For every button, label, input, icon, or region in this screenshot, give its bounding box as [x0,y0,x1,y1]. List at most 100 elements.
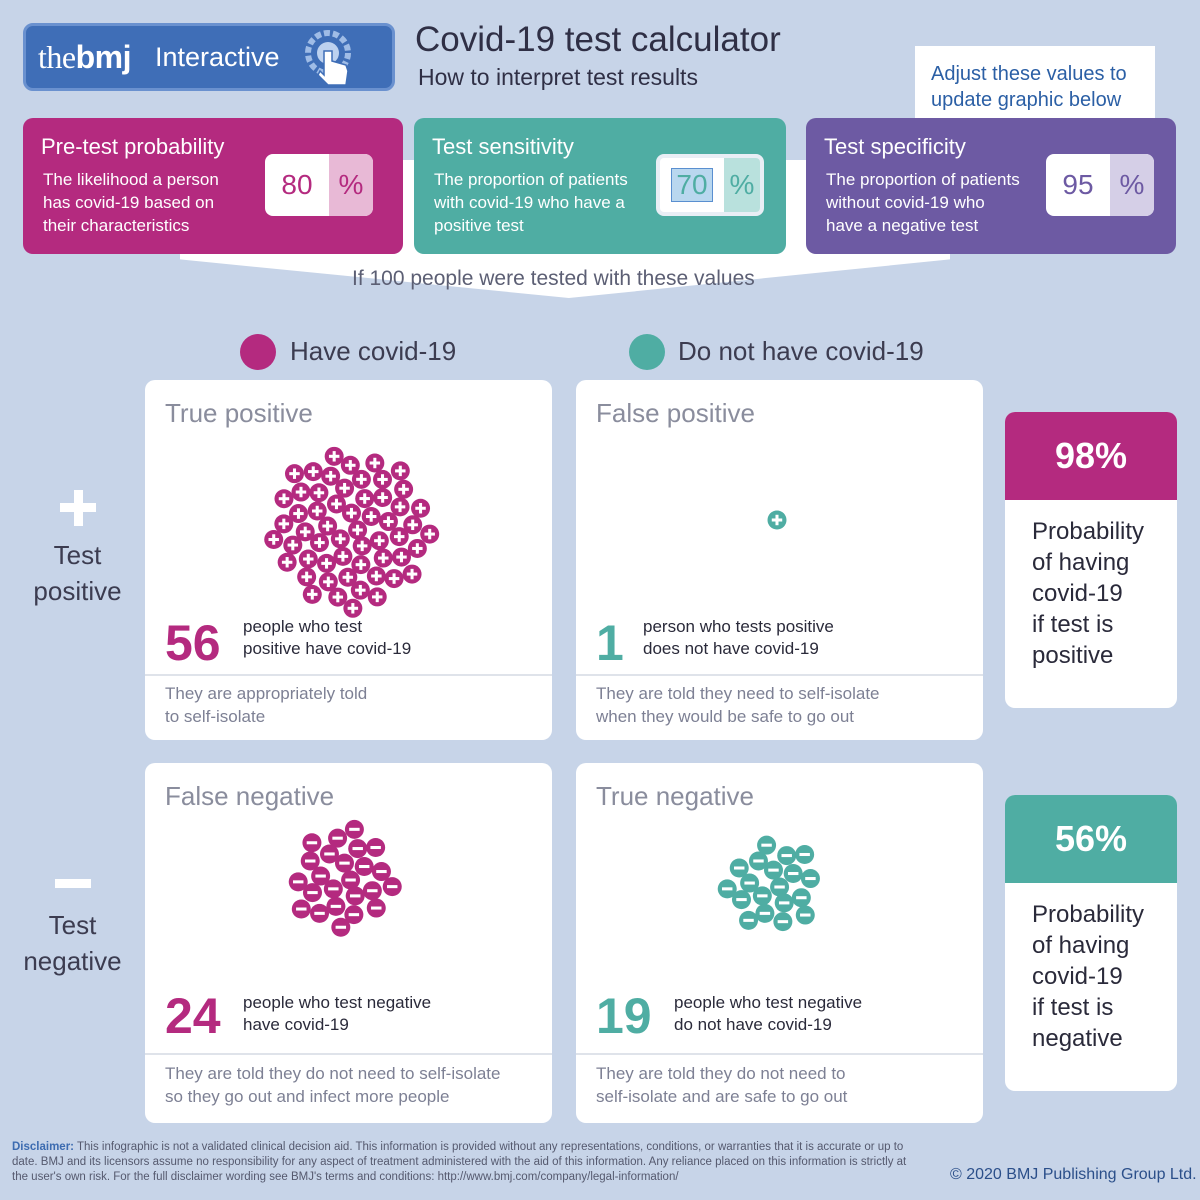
person-dot [783,864,803,884]
percent-unit: % [329,154,373,216]
percent-unit: % [724,158,760,212]
divider [576,1053,983,1055]
person-dot [319,844,339,864]
quadrant-heading: False negative [165,781,335,811]
person-dot [310,903,330,923]
card-description: The proportion of patients with covid-19… [434,170,628,235]
person-dot [302,833,322,853]
negative-result-value: 56% [1005,795,1177,883]
input-value[interactable]: 80 [281,169,313,200]
person-dot [752,886,772,906]
tested-note: If 100 people were tested with these val… [352,267,755,290]
result-caption: Probability of having covid-19 if test is ne… [1032,901,1145,1052]
true-positive-panel: True positive 56 people who test positive… [145,380,552,740]
person-dot [344,905,364,925]
person-dot [328,587,348,607]
divider [145,674,552,676]
copyright: © 2020 BMJ Publishing Group Ltd. [950,1166,1197,1183]
plus-icon [59,490,96,526]
person-dot [326,896,346,916]
false-negative-panel: False negative 24 people who test negati… [145,763,552,1123]
quadrant-count: 24 [165,988,221,1044]
person-dot [291,899,311,919]
quadrant-description: people who test positive have covid-19 [243,617,412,658]
person-dot [333,546,353,566]
person-dot [373,469,393,489]
person-dot [318,572,338,592]
person-dot [355,489,375,509]
percent-unit: % [1110,154,1154,216]
person-dot [366,898,386,918]
person-dot [307,501,327,521]
person-dot [288,504,308,524]
person-dot [420,524,440,544]
person-dot [324,446,344,466]
result-caption: Probability of having covid-19 if test is po… [1032,518,1145,669]
pretest-probability-input[interactable]: 80 % [265,154,373,216]
person-dot [334,853,354,873]
person-dot [309,533,329,553]
logo-subtitle: Interactive [154,41,280,72]
person-dot [311,866,331,886]
person-dot [344,819,364,839]
negative-result-box: 56% Probability of having covid-19 if test … [1005,795,1177,1091]
person-dot [361,507,381,527]
person-dot [365,453,385,473]
test-positive-label: Test positive [20,488,135,609]
person-dot [378,512,398,532]
test-specificity-input[interactable]: 95 % [1046,154,1154,216]
card-title: Test sensitivity [432,134,574,159]
person-dot [351,469,371,489]
person-dot [321,466,341,486]
person-dot [389,527,409,547]
test-sensitivity-input[interactable]: 70 % [656,154,764,216]
disclaimer: Disclaimer: This infographic is not a va… [12,1141,907,1183]
quadrant-note: They are told they do not need to self-i… [165,1064,501,1106]
person-dot [352,536,372,556]
false-positive-dot-cluster [767,510,787,530]
page-title: Covid-19 test calculator [415,20,781,59]
positive-predictive-value: 98% [1005,412,1177,500]
person-dot [323,879,343,899]
true-negative-panel: True negative 19 people who test negativ… [576,763,983,1123]
quadrant-description: people who test negative have covid-19 [243,993,432,1034]
person-dot [382,877,402,897]
divider [576,674,983,676]
person-dot [403,515,423,535]
pretest-probability-card: Pre-test probability The likelihood a pe… [23,118,403,254]
person-dot [317,553,337,573]
person-dot [371,862,391,882]
person-dot [411,498,431,518]
person-dot [351,555,371,575]
person-dot [277,552,297,572]
true-negative-dot-cluster [717,835,820,932]
person-dot [391,547,411,567]
person-dot [326,494,346,514]
input-value[interactable]: 70 [660,158,724,212]
quadrant-count: 1 [596,615,624,671]
row-label-line: negative [23,946,122,976]
quadrant-heading: True positive [165,398,313,428]
person-dot [318,516,338,536]
adjust-callout: Adjust these values to update graphic be… [915,46,1155,122]
person-dot [297,567,317,587]
person-dot [343,598,363,618]
person-dot [795,905,815,925]
card-description: The likelihood a person has covid-19 bas… [43,170,219,235]
row-label-line: Test [48,910,97,940]
person-dot [767,510,787,530]
person-dot [340,455,360,475]
bmj-logo[interactable]: thebmj Interactive [23,23,395,91]
person-dot [274,489,294,509]
input-value[interactable]: 95 [1062,169,1094,200]
quadrant-description: people who test negative do not have covi… [674,993,863,1034]
false-positive-panel: False positive 1 person who tests positi… [576,380,983,740]
person-dot [348,839,368,859]
person-dot [345,886,365,906]
person-dot [341,503,361,523]
person-dot [390,461,410,481]
card-description: The proportion of patients without covid… [826,170,1020,235]
true-positive-dot-cluster [264,446,440,618]
person-dot [774,893,794,913]
person-dot [717,879,737,899]
